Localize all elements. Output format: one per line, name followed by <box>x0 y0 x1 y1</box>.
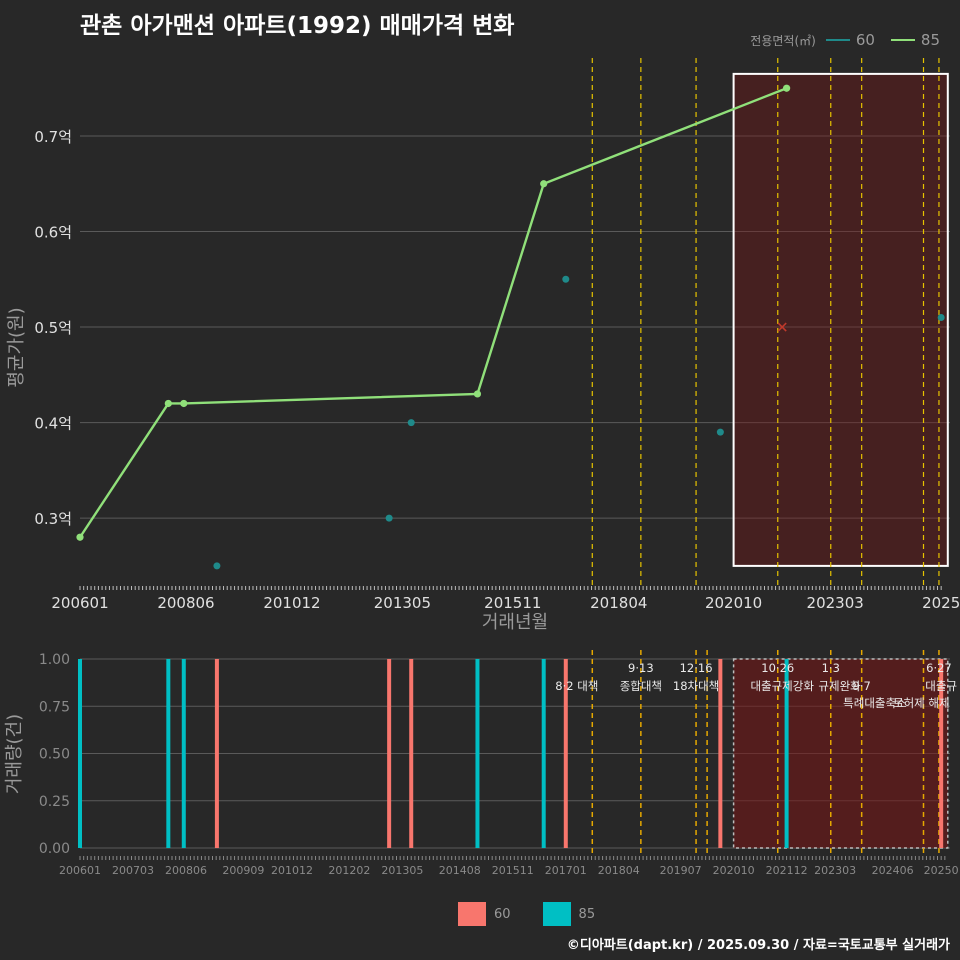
x-tick-label: 2025 <box>922 594 960 612</box>
policy-annotation: 9·13 <box>628 661 654 675</box>
policy-annotation: 8·2 대책 <box>555 679 598 693</box>
x-tick-label: 201804 <box>590 594 647 612</box>
bar-85 <box>541 659 546 848</box>
y-axis-label: 평균가(원) <box>6 307 27 387</box>
legend-bottom-label-60: 60 <box>494 906 511 922</box>
policy-annotation: 10·26 <box>761 661 794 675</box>
x-tick-label: 202010 <box>705 594 762 612</box>
series-60-point <box>213 562 221 570</box>
bar-x-tick-label: 201305 <box>381 864 423 877</box>
series-85-point <box>76 533 84 541</box>
series-60-point <box>937 314 945 321</box>
bar-60 <box>718 659 723 848</box>
legend-label-85: 85 <box>920 31 940 49</box>
legend-key-60 <box>825 39 850 41</box>
footer-credit: ©디아파트(dapt.kr) / 2025.09.30 / 자료=국토교통부 실… <box>566 938 950 953</box>
series-85-point <box>782 84 791 92</box>
bar-x-tick-label: 201012 <box>271 864 313 877</box>
x-tick-label: 201511 <box>484 594 541 612</box>
x-tick-label: 202303 <box>807 594 864 612</box>
bar-x-tick-label: 200909 <box>222 864 264 877</box>
bar-x-tick-label: 201408 <box>439 864 481 877</box>
bar-x-tick-label: 202406 <box>872 864 914 877</box>
bar-85 <box>475 659 480 848</box>
bar-85 <box>166 659 171 848</box>
policy-annotation: 특례대출축소 <box>843 696 906 710</box>
series-85-point <box>473 390 482 398</box>
bar-x-tick-label: 200806 <box>165 864 207 877</box>
bar-x-tick-label: 202303 <box>814 864 856 877</box>
bar-x-tick-label: 20250 <box>924 864 959 877</box>
bar-x-tick-label: 200703 <box>112 864 154 877</box>
legend-key-85 <box>890 39 915 41</box>
policy-annotation: 규제완화 <box>818 679 861 693</box>
policy-annotation: 대출규 <box>925 679 957 693</box>
bar-x-tick-label: 201701 <box>545 864 587 877</box>
bar-y-tick-label: 0.50 <box>39 747 70 763</box>
y-tick-label: 0.6억 <box>34 224 72 242</box>
policy-annotation: 대출규제강화 <box>750 679 814 693</box>
legend-title: 전용면적(㎡) <box>750 33 816 48</box>
series-60-point <box>385 514 393 522</box>
y-tick-label: 0.3억 <box>34 510 72 528</box>
bar-85 <box>181 659 186 848</box>
series-60-point <box>716 428 724 436</box>
bar-60 <box>409 659 414 848</box>
legend-top: 전용면적(㎡) 60 85 <box>750 31 950 49</box>
bar-60 <box>563 659 568 848</box>
bar-highlight-box <box>732 658 949 849</box>
chart-title: 관촌 아가맨션 아파트(1992) 매매가격 변화 <box>80 13 515 39</box>
series-85-line <box>78 87 788 538</box>
bar-y-tick-label: 0.25 <box>39 794 70 810</box>
bar-y-axis-label: 거래량(건) <box>4 714 25 794</box>
legend-label-60: 60 <box>855 31 875 49</box>
x-tick-label: 200601 <box>51 594 108 612</box>
bar-y-tick-label: 0.75 <box>39 699 70 715</box>
x-tick-label: 200806 <box>157 594 214 612</box>
series-85-point <box>164 399 172 408</box>
bar-x-tick-label: 201907 <box>660 864 702 877</box>
bar-y-tick-label: 0.00 <box>39 841 70 857</box>
policy-annotation: 12·16 <box>680 661 713 675</box>
y-tick-label: 0.5억 <box>34 319 72 337</box>
bar-60 <box>387 659 392 848</box>
policy-annotation: 종합대책 <box>620 679 662 693</box>
bar-85 <box>784 659 789 848</box>
highlight-box <box>732 72 949 567</box>
bar-x-tick-label: 201511 <box>492 864 534 877</box>
bar-x-tick-label: 202112 <box>766 864 808 877</box>
y-tick-label: 0.7억 <box>34 128 72 146</box>
marker-x <box>777 322 787 332</box>
legend-bottom-label-85: 85 <box>578 906 596 922</box>
legend-swatch-60 <box>458 902 486 926</box>
series-85-point <box>180 399 188 408</box>
legend-swatch-85 <box>542 902 571 926</box>
series-60-point <box>407 419 415 427</box>
bar-x-tick-label: 200601 <box>59 864 101 877</box>
policy-annotation: 6·27 <box>926 661 952 675</box>
x-axis-label: 거래년월 <box>482 612 548 633</box>
series-85-point <box>540 180 548 188</box>
policy-annotation: 토허제 해제 <box>893 696 950 710</box>
y-tick-label: 0.4억 <box>34 415 72 433</box>
legend-bottom: 60 85 <box>458 902 619 926</box>
policy-annotation: 1·3 <box>822 661 840 675</box>
policy-annotation: 9·7 <box>853 679 871 693</box>
bar-x-tick-label: 201202 <box>328 864 370 877</box>
x-tick-label: 201305 <box>374 594 431 612</box>
series-60-point <box>562 275 570 283</box>
bar-60 <box>939 659 944 848</box>
bar-60 <box>214 659 219 848</box>
policy-annotation: 18차대책 <box>673 679 719 693</box>
bar-y-tick-label: 1.00 <box>39 652 70 668</box>
x-tick-label: 201012 <box>263 594 320 612</box>
bar-x-tick-label: 201804 <box>598 864 640 877</box>
bar-x-tick-label: 202010 <box>713 864 755 877</box>
bar-85 <box>78 659 82 848</box>
